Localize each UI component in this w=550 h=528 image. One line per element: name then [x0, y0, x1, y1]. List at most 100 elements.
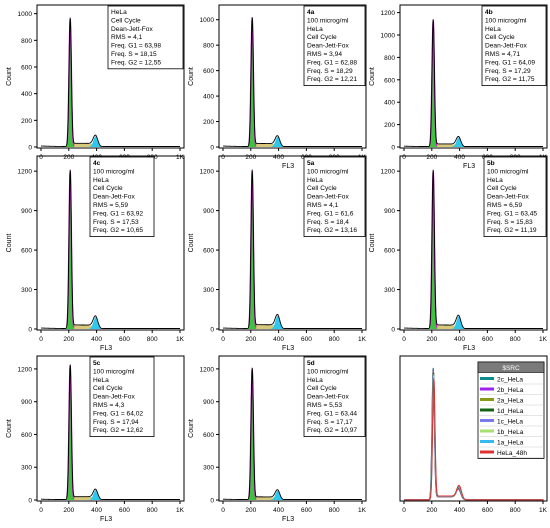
y-axis-title: Count [188, 419, 195, 438]
plot-frame [36, 155, 185, 331]
info-line: RMS = 3,94 [307, 51, 342, 58]
y-tick-label: 0 [28, 327, 32, 334]
g2-phase-area [82, 317, 111, 329]
info-line: HeLa [307, 26, 323, 33]
legend-swatch [480, 377, 494, 380]
x-tick-label: 800 [510, 336, 521, 343]
y-axis-title: Count [188, 67, 195, 86]
y-tick-label: 1200 [381, 169, 396, 176]
plot-frame [399, 4, 548, 149]
info-line: RMS = 5,59 [93, 202, 128, 209]
y-tick-label: 800 [384, 55, 395, 62]
y-axis-title: Count [6, 234, 13, 253]
y-axis-title: Count [188, 234, 195, 253]
x-tick-label: 200 [426, 507, 437, 514]
x-tick-label: 400 [454, 154, 465, 161]
info-box-frame [483, 156, 547, 237]
info-line: Freq. G1 = 64,02 [93, 410, 143, 417]
g2-phase-area [82, 136, 111, 147]
histogram-envelope [403, 19, 543, 147]
legend-swatch [480, 450, 494, 454]
info-line: Dean-Jett-Fox [93, 194, 135, 201]
y-tick-label: 200 [203, 119, 214, 126]
info-line: 100 microg/ml [307, 368, 349, 375]
info-line: Dean-Jett-Fox [307, 194, 349, 201]
y-tick-label: 1200 [200, 169, 215, 176]
x-tick-label: 600 [301, 336, 312, 343]
info-sample-id: 5b [487, 160, 495, 167]
g1-phase-area [61, 171, 79, 329]
histogram-envelope [222, 17, 362, 147]
histogram-envelope [40, 364, 180, 500]
info-box-frame [303, 356, 366, 437]
info-line: Freq. G1 = 63,98 [111, 43, 161, 50]
y-tick-label: 600 [384, 77, 395, 84]
info-line: Cell Cycle [307, 385, 337, 392]
histogram-envelope [403, 169, 543, 329]
y-tick-label: 200 [21, 118, 32, 125]
x-tick-label: 800 [147, 507, 158, 514]
info-line: RMS = 4,1 [111, 34, 143, 41]
info-sample-id: 5d [307, 360, 315, 367]
info-line: Freq. G2 = 10,97 [307, 427, 357, 434]
y-tick-label: 0 [210, 327, 214, 334]
y-tick-label: 400 [203, 94, 214, 101]
x-tick-label: 1K [176, 507, 185, 514]
y-tick-label: 0 [391, 327, 395, 334]
x-tick-label: 400 [273, 336, 284, 343]
y-tick-label: 300 [203, 287, 214, 294]
info-line: HeLa [307, 177, 323, 184]
info-line: 100 microg/ml [307, 168, 349, 175]
y-tick-label: 1200 [381, 10, 396, 17]
x-axis-title: FL3 [282, 345, 294, 352]
x-tick-label: 400 [273, 507, 284, 514]
y-axis-title: Count [369, 67, 376, 86]
info-line: Dean-Jett-Fox [93, 394, 135, 401]
y-tick-label: 900 [21, 399, 32, 406]
info-line: 100 microg/ml [93, 368, 135, 375]
y-tick-label: 900 [203, 208, 214, 215]
legend-swatch [480, 387, 494, 391]
info-line: Freq. S = 18,4 [307, 219, 349, 226]
info-box-frame [481, 5, 547, 86]
info-line: Freq. S = 17,29 [485, 68, 531, 75]
info-line: Freq. G1 = 62,88 [307, 59, 357, 66]
info-box-frame [107, 5, 184, 70]
info-line: Freq. G2 = 12,62 [93, 427, 143, 434]
info-line: HeLa [93, 377, 109, 384]
panel-a: 0200400600800100002004006008001KFL3Count… [6, 4, 185, 170]
plot-frame [218, 355, 367, 502]
y-tick-label: 1000 [200, 17, 215, 24]
y-tick-label: 300 [203, 465, 214, 472]
info-sample-id: 5c [93, 360, 101, 367]
histogram-envelope [40, 169, 180, 329]
info-line: Dean-Jett-Fox [307, 43, 349, 50]
y-tick-label: 800 [203, 43, 214, 50]
y-tick-label: 600 [203, 248, 214, 255]
g1-phase-area [424, 20, 442, 147]
y-tick-label: 600 [21, 432, 32, 439]
plot-frame [218, 4, 367, 149]
legend-swatch [480, 440, 494, 443]
panel-4b: 02004006008001000120002004006008001KFL3C… [369, 4, 548, 170]
x-tick-label: 400 [91, 336, 102, 343]
panel-overlay: 0 200 400 600 800 1K $SRC 2c_HeLa 2b_HeLa 2a_HeLa… [399, 355, 548, 514]
plot-frame [399, 355, 548, 502]
legend-swatch [480, 408, 494, 412]
info-line: 100 microg/ml [307, 17, 349, 24]
x-tick-label: 1K [176, 154, 185, 161]
panel-4a: 0200400600800100002004006008001KFL3Count… [188, 4, 367, 170]
info-line: 100 microg/ml [93, 168, 135, 175]
y-tick-label: 0 [391, 145, 395, 152]
panel-5b: 0 300 600 900 1200 0 200 400 600 800 1K FL3 Count 5b1… [369, 155, 548, 352]
info-line: RMS = 4,71 [485, 51, 520, 58]
y-tick-label: 600 [21, 248, 32, 255]
y-tick-label: 900 [203, 399, 214, 406]
x-axis-title: FL3 [282, 163, 294, 170]
info-line: RMS = 4,3 [93, 402, 125, 409]
info-sample-id: 4b [485, 9, 493, 16]
info-line: Cell Cycle [487, 185, 517, 192]
y-tick-label: 200 [384, 122, 395, 129]
x-tick-label: 200 [63, 336, 74, 343]
